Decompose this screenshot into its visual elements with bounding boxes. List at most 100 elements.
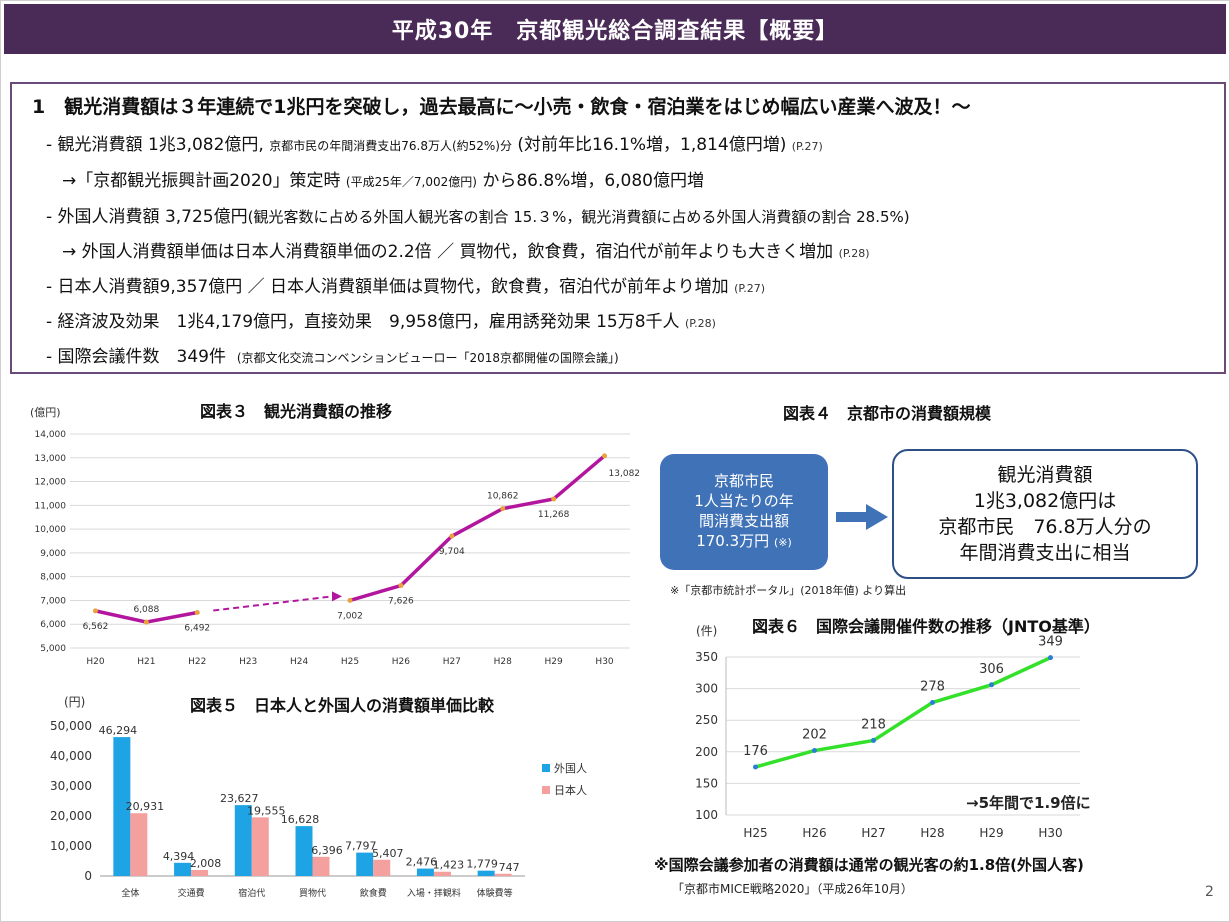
x-tick-label: H26: [392, 657, 410, 667]
page-ref: (P.28): [838, 247, 870, 260]
bullet-text: → 外国人消費額単価は日本人消費額単価の2.2倍 ／ 買物代，飲食費，宿泊代が前…: [62, 242, 834, 262]
x-tick-label: H28: [920, 826, 944, 840]
y-tick-label: 250: [695, 713, 718, 727]
x-tick-label: H22: [188, 657, 206, 667]
data-label: 7,002: [337, 611, 363, 621]
dashed-gap-arrow: [213, 595, 333, 612]
data-point: [347, 597, 353, 603]
data-point: [812, 748, 817, 754]
x-tick-label: H24: [290, 657, 308, 667]
x-tick-label: H29: [545, 657, 563, 667]
data-label: 6,562: [83, 622, 109, 632]
data-point: [989, 682, 994, 688]
data-point: [551, 496, 557, 502]
data-label: 349: [1038, 635, 1063, 650]
data-point: [930, 700, 935, 706]
data-point: [1048, 655, 1053, 661]
slide-title: 平成30年 京都観光総合調査結果【概要】: [4, 4, 1226, 54]
legend-swatch: [542, 786, 550, 794]
x-tick-label: H30: [1038, 826, 1062, 840]
bar-japanese: [130, 813, 148, 876]
bar-foreign: [416, 868, 434, 876]
data-label: 202: [802, 728, 827, 743]
bullet-tourism-spending: - 観光消費額 1兆3,082億円, 京都市民の年間消費支出76.8万人(約52…: [46, 130, 823, 155]
data-label: 747: [499, 861, 520, 874]
data-label: 306: [979, 662, 1004, 677]
x-tick-label: H21: [137, 657, 155, 667]
x-tick-label: H25: [341, 657, 359, 667]
legend-label: 日本人: [554, 783, 587, 797]
data-label: 1,779: [466, 858, 498, 871]
bar-japanese: [433, 871, 451, 876]
data-label: 13,082: [609, 469, 640, 479]
data-label: 4,394: [163, 850, 195, 863]
chart5-bar-chart: (円) 50,000 40,000 30,000 20,000 10,000 0 全体 交通費 宿…: [50, 695, 587, 899]
data-label: 2,008: [190, 857, 222, 870]
data-label: 19,555: [247, 804, 286, 817]
box-line: 1兆3,082億円は: [973, 490, 1117, 512]
bar-japanese: [494, 873, 512, 876]
y-tick-label: 8,000: [40, 573, 66, 583]
box-line: 観光消費額: [997, 464, 1093, 486]
bar-foreign: [174, 862, 192, 876]
box-line: 170.3万円: [696, 532, 770, 550]
chart6-note: ※国際会議参加者の消費額は通常の観光客の約1.8倍(外国人客): [654, 856, 1084, 874]
chart6-annotation: →5年間で1.9倍に: [966, 794, 1091, 812]
bar-japanese: [251, 817, 269, 876]
arrow-head-icon: [332, 591, 342, 602]
x-tick-label: 飲食費: [360, 887, 387, 899]
data-label: 278: [920, 680, 945, 695]
y-tick-label: 7,000: [40, 596, 66, 606]
data-label: 176: [743, 744, 768, 759]
bullet-text: (対前年比16.1%増，1,814億円増): [512, 135, 787, 155]
bullet-text: →「京都観光振興計画2020」策定時: [62, 171, 346, 191]
y-tick-label: 10,000: [50, 839, 92, 853]
box-note-mark: (※): [773, 536, 792, 549]
y-tick-label: 0: [84, 869, 92, 883]
data-label: 6,396: [311, 844, 343, 857]
data-label: 218: [861, 717, 886, 732]
y-tick-label: 300: [695, 682, 718, 696]
citizen-spending-box: 京都市民 1人当たりの年 間消費支出額 170.3万円 (※): [660, 454, 828, 570]
y-tick-label: 6,000: [40, 620, 66, 630]
data-point: [753, 764, 758, 770]
bar-japanese: [373, 859, 391, 876]
data-label: 2,476: [406, 856, 438, 869]
data-label: 7,797: [345, 840, 377, 853]
box-line: 年間消費支出に相当: [959, 542, 1131, 564]
chart3-unit: (億円): [30, 406, 61, 419]
x-tick-label: 全体: [121, 887, 139, 899]
y-tick-label: 13,000: [35, 454, 67, 464]
chart6-source: 「京都市MICE戦略2020」（平成26年10月）: [672, 882, 913, 896]
data-point: [398, 583, 404, 589]
bar-foreign: [295, 826, 313, 876]
data-point: [602, 453, 608, 459]
x-tick-label: H27: [861, 826, 885, 840]
bullet-text: から86.8%増，6,080億円増: [476, 171, 704, 191]
x-tick-label: H30: [595, 657, 613, 667]
data-label: 16,628: [281, 813, 320, 826]
data-point: [194, 610, 200, 616]
y-tick-label: 200: [695, 745, 718, 759]
summary-title: 1 観光消費額は３年連続で1兆円を突破し，過去最高に～小売・飲食・宿泊業をはじめ…: [32, 96, 971, 118]
bullet-economic-effect: - 経済波及効果 1兆4,179億円，直接効果 9,958億円，雇用誘発効果 1…: [46, 307, 716, 332]
chart3-line-chart: (億円) 14,000 13,000 12,000 11,000 10,000 9,000 8…: [30, 406, 640, 667]
tourism-equivalence-box: 観光消費額 1兆3,082億円は 京都市民 76.8万人分の 年間消費支出に相当: [892, 449, 1198, 579]
x-tick-label: H23: [239, 657, 257, 667]
x-tick-label: H25: [743, 826, 767, 840]
legend-swatch: [542, 764, 550, 772]
data-point: [871, 737, 876, 743]
data-label: 6,088: [133, 605, 159, 615]
box-line: 間消費支出額: [698, 512, 789, 530]
y-tick-label: 10,000: [35, 525, 67, 535]
x-tick-label: H27: [443, 657, 461, 667]
bullet-text: - 経済波及効果 1兆4,179億円，直接効果 9,958億円，雇用誘発効果 1…: [46, 312, 680, 332]
x-tick-label: 宿泊代: [238, 887, 265, 899]
bar-japanese: [191, 869, 209, 876]
bullet-subtext: 京都市民の年間消費支出76.8万人(約52%)分: [269, 139, 512, 153]
x-tick-label: H29: [979, 826, 1003, 840]
bullet-text: - 国際会議件数 349件: [46, 347, 226, 367]
right-arrow-icon: [836, 504, 888, 530]
summary-box: 1 観光消費額は３年連続で1兆円を突破し，過去最高に～小売・飲食・宿泊業をはじめ…: [10, 82, 1226, 374]
bullet-subtext: (京都文化交流コンベンションビューロー「2018京都開催の国際会議」): [236, 351, 619, 365]
